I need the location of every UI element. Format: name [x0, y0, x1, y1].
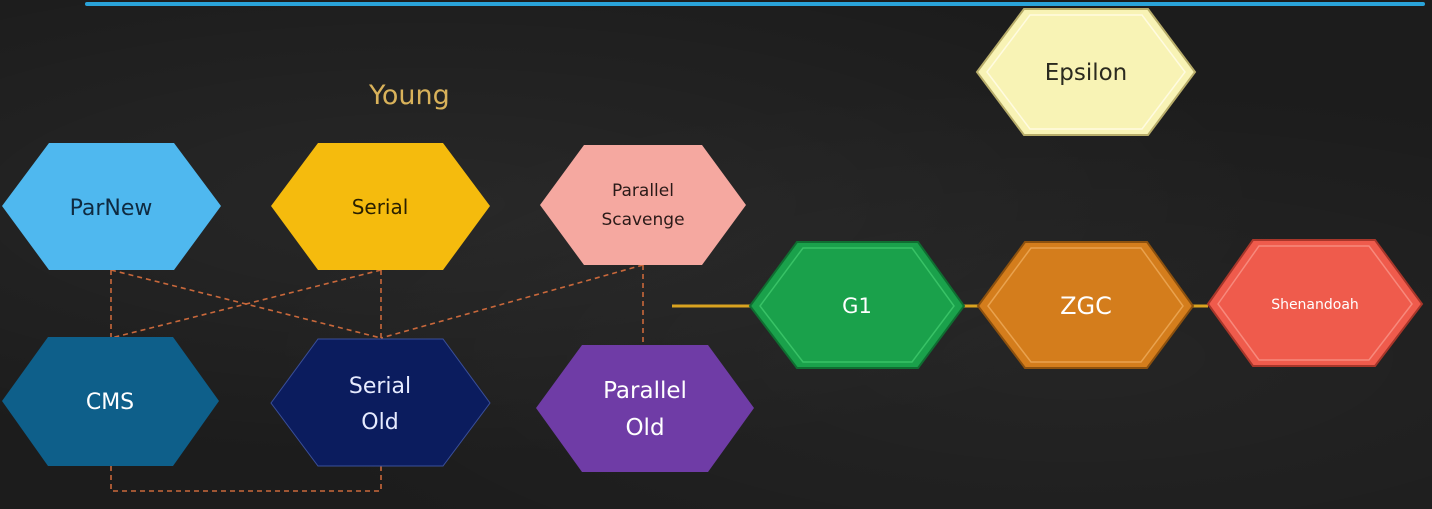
serial-old-node: Serial Old: [270, 338, 491, 467]
epsilon-label: Epsilon: [1045, 60, 1128, 86]
link-scavenge-serial-old: [380, 264, 644, 339]
parnew-node: ParNew: [2, 143, 221, 270]
epsilon-node: Epsilon: [975, 8, 1197, 136]
cms-node: CMS: [2, 337, 219, 466]
parallel-scavenge-node: Parallel Scavenge: [540, 145, 746, 265]
zgc-node: ZGC: [976, 241, 1195, 369]
cms-label: CMS: [86, 390, 134, 415]
parallel-scavenge-label-line1: Parallel: [612, 181, 674, 201]
shenandoah-label: Shenandoah: [1271, 297, 1359, 313]
g1-label: G1: [842, 294, 872, 318]
link-serial-cms: [110, 269, 382, 339]
link-cms-serial-old: [110, 466, 382, 492]
young-label: Young: [369, 80, 450, 111]
serial-old-label-line1: Serial: [349, 374, 411, 399]
serial-label: Serial: [352, 195, 409, 219]
parallel-scavenge-label-line2: Scavenge: [601, 210, 684, 230]
serial-node: Serial: [271, 143, 490, 270]
serial-old-label-line2: Old: [361, 410, 398, 435]
zgc-label: ZGC: [1060, 292, 1112, 320]
parnew-label: ParNew: [70, 196, 153, 221]
parallel-old-label-line1: Parallel: [603, 378, 687, 404]
top-accent-line: [85, 2, 1425, 6]
parallel-old-label-line2: Old: [625, 415, 664, 441]
collector-links: [110, 264, 644, 492]
g1-node: G1: [748, 241, 966, 369]
parallel-old-node: Parallel Old: [536, 345, 754, 472]
shenandoah-node: Shenandoah: [1206, 239, 1424, 367]
